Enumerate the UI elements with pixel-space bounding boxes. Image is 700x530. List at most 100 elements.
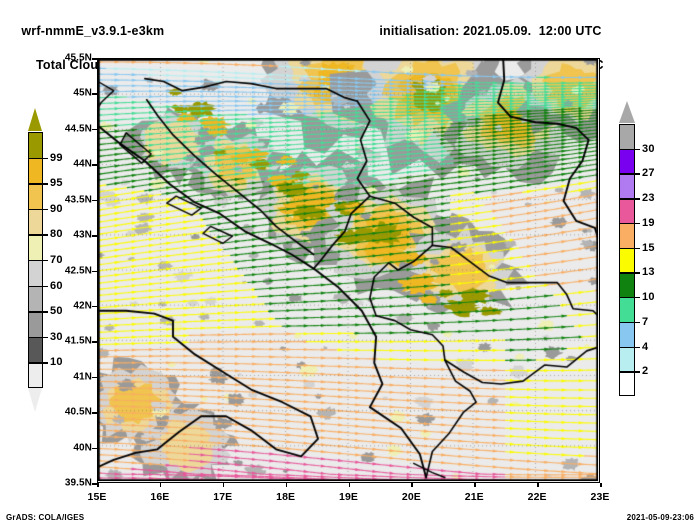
- colorbar-tick-label: 30: [50, 330, 63, 343]
- colorbar-tick-mark: [28, 183, 48, 185]
- colorbar-band: [619, 297, 635, 323]
- colorbar-tick-mark: [619, 222, 640, 225]
- colorbar-tick-label: 4: [642, 340, 649, 353]
- colorbar-tick-mark: [619, 346, 640, 348]
- y-tick-label: 40.5N: [64, 406, 92, 418]
- colorbar-tick-mark: [28, 157, 48, 159]
- colorbar-band: [619, 222, 635, 249]
- colorbar-top-arrow: [28, 108, 42, 132]
- y-tick-label: 42N: [73, 300, 92, 312]
- colorbar-tick-label: 30: [642, 142, 655, 155]
- colorbar-tick-mark: [619, 272, 640, 274]
- colorbar-band: [619, 321, 635, 348]
- y-tick-label: 40N: [73, 442, 92, 454]
- colorbar-total-cloud-cover: 99 95 90 80 70 60 50 30 10: [28, 108, 62, 412]
- y-tick-mark: [92, 164, 97, 166]
- colorbar-tick-label: 80: [50, 228, 63, 241]
- colorbar-band: [28, 285, 43, 312]
- colorbar-tick-label: 2: [642, 365, 649, 378]
- y-tick-mark: [92, 341, 97, 343]
- colorbar-band: [619, 198, 635, 224]
- colorbar-tick-mark: [619, 198, 640, 200]
- x-tick-mark: [411, 483, 413, 487]
- colorbar-tick-label: 23: [642, 192, 655, 205]
- colorbar-tick-label: 10: [642, 291, 655, 304]
- y-tick-mark: [92, 58, 97, 60]
- colorbar-band: [28, 260, 43, 287]
- colorbar-tick-label: 15: [642, 241, 655, 254]
- map-plot-area[interactable]: [97, 58, 600, 483]
- x-tick-label: 20E: [401, 491, 421, 503]
- y-tick-mark: [92, 199, 97, 202]
- y-tick-label: 39.5N: [64, 477, 92, 489]
- colorbar-tick-label: 99: [50, 151, 63, 164]
- colorbar-tick-label: 19: [642, 216, 655, 229]
- colorbar-tick-mark: [28, 285, 48, 287]
- colorbar-tick-label: 13: [642, 266, 655, 279]
- colorbar-band: [28, 208, 43, 235]
- y-axis-latitude: 45.5N 45N 44.5N 44N 43.5N 43N 42.5N 42N 41.5N 41N…: [0, 53, 97, 489]
- y-tick-label: 44N: [73, 158, 92, 170]
- model-name: wrf-nmmE_v3.9.1-e3km: [21, 24, 165, 38]
- y-tick-label: 45N: [73, 87, 92, 99]
- colorbar-tick-mark: [619, 247, 640, 250]
- y-tick-label: 45.5N: [64, 52, 92, 64]
- colorbar-band: [619, 346, 635, 372]
- colorbar-band: [619, 272, 635, 298]
- colorbar-band: [619, 148, 635, 174]
- x-tick-mark: [97, 483, 99, 487]
- colorbar-tick-mark: [619, 297, 640, 299]
- x-axis-longitude: 15E 16E 17E 18E 19E 20E 21E 22E 23E: [88, 483, 609, 503]
- colorbar-band: [619, 247, 635, 273]
- initialisation-time: initialisation: 2021.05.09. 12:00 UTC: [379, 24, 602, 38]
- weather-map-canvas: [98, 59, 598, 481]
- colorbar-band: [28, 183, 43, 210]
- x-tick-mark: [348, 483, 350, 487]
- colorbar-tick-mark: [28, 336, 48, 339]
- colorbar-tick-label: 95: [50, 177, 63, 190]
- colorbar-band: [28, 362, 43, 389]
- colorbar-tick-mark: [28, 208, 48, 211]
- colorbar-tick-mark: [28, 311, 48, 313]
- colorbar-bottom-arrow: [28, 388, 42, 412]
- generation-timestamp: 2021-05-09-23:06: [626, 513, 694, 522]
- y-tick-mark: [92, 93, 97, 95]
- x-tick-label: 17E: [213, 491, 233, 503]
- colorbar-tick-mark: [28, 234, 48, 236]
- colorbar-band: [28, 157, 43, 184]
- colorbar-wind-speed: 30 27 23 19 15 13 10 7 4 2: [619, 101, 654, 419]
- colorbar-band: [619, 371, 635, 397]
- colorbar-tick-label: 7: [642, 315, 649, 328]
- colorbar-band: [28, 336, 43, 363]
- colorbar-band: [619, 173, 635, 199]
- colorbar-tick-mark: [619, 371, 640, 373]
- colorbar-tick-mark: [28, 260, 48, 262]
- colorbar-bottom-arrow: [619, 396, 635, 419]
- x-tick-label: 18E: [276, 491, 296, 503]
- colorbar-tick-mark: [28, 362, 48, 364]
- y-tick-mark: [92, 305, 97, 308]
- x-tick-mark: [537, 483, 539, 487]
- colorbar-tick-label: 10: [50, 356, 63, 369]
- colorbar-band: [28, 311, 43, 338]
- colorbar-band: [619, 124, 635, 150]
- colorbar-tick-mark: [619, 148, 640, 151]
- y-tick-mark: [92, 447, 97, 450]
- x-tick-label: 16E: [150, 491, 170, 503]
- y-tick-label: 44.5N: [64, 123, 92, 135]
- colorbar-tick-mark: [619, 173, 640, 175]
- x-tick-label: 22E: [527, 491, 547, 503]
- x-tick-mark: [159, 483, 162, 487]
- colorbar-tick-label: 90: [50, 202, 63, 215]
- grads-source-credit: GrADS: COLA/IGES: [6, 513, 85, 522]
- y-tick-label: 41N: [73, 371, 92, 383]
- colorbar-tick-label: 60: [50, 279, 63, 292]
- x-tick-label: 19E: [339, 491, 358, 503]
- colorbar-top-arrow: [619, 101, 635, 124]
- y-tick-mark: [92, 270, 97, 272]
- x-tick-label: 23E: [590, 491, 610, 503]
- colorbar-band: [28, 132, 43, 159]
- colorbar-band: [28, 234, 43, 261]
- y-tick-mark: [92, 376, 97, 379]
- x-tick-label: 21E: [464, 491, 484, 503]
